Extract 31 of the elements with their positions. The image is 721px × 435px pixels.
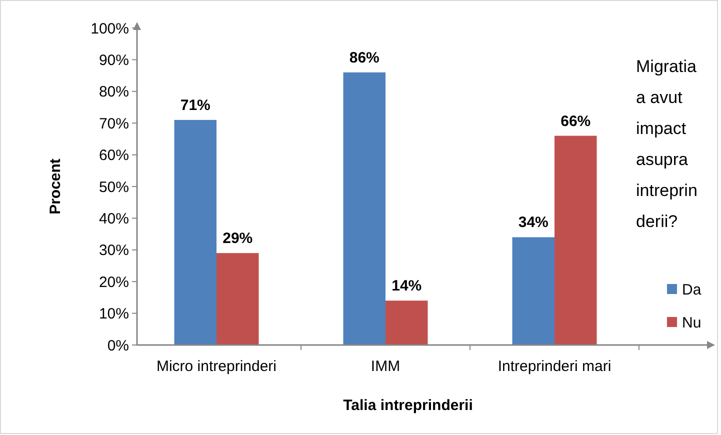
data-label: 71% (180, 96, 210, 114)
data-label: 66% (560, 112, 591, 130)
y-axis-title: Procent (47, 158, 64, 214)
y-tick-label: 20% (98, 274, 129, 291)
bar (512, 237, 554, 345)
legend-label: Da (682, 281, 702, 298)
x-tick-label: Micro intreprinderi (156, 358, 277, 375)
y-tick-label: 60% (98, 147, 129, 164)
y-tick-label: 30% (98, 242, 129, 260)
y-tick-label: 10% (98, 306, 129, 323)
x-tick-label: Intreprinderi mari (498, 358, 612, 375)
bar (216, 253, 259, 345)
legend-title: Migratia a avut impact asupra intreprinderii? (636, 57, 698, 231)
y-tick-label: 40% (98, 210, 129, 228)
bar (343, 72, 386, 345)
data-label: 86% (349, 49, 380, 66)
bar (174, 120, 216, 345)
y-tick-label: 70% (98, 115, 129, 132)
x-tick-label: IMM (370, 358, 400, 375)
y-tick-label: 90% (98, 52, 129, 69)
data-label: 34% (518, 214, 548, 232)
data-label: 14% (392, 278, 422, 295)
legend-label: Nu (682, 314, 702, 332)
y-tick-label: 100% (90, 20, 129, 38)
bar (386, 300, 428, 345)
y-tick-label: 80% (98, 84, 129, 101)
bar (554, 136, 597, 345)
x-axis-title: Talia intreprinderii (343, 397, 473, 414)
y-tick-label: 0% (107, 337, 129, 354)
data-label: 29% (222, 230, 253, 248)
y-tick-label: 50% (98, 178, 129, 196)
